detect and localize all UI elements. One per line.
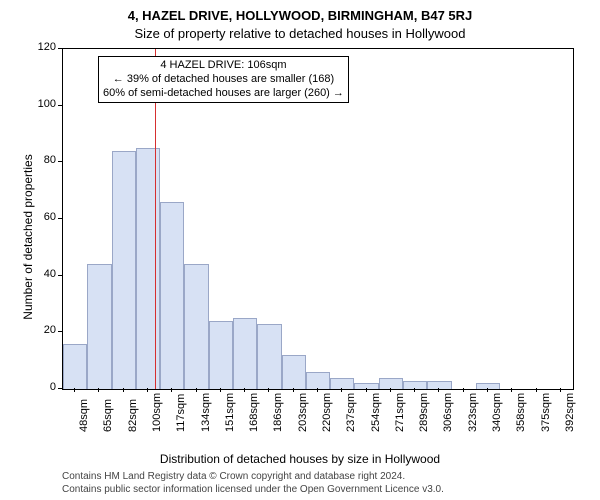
x-tick-label: 237sqm bbox=[345, 393, 357, 432]
histogram-bar bbox=[257, 324, 281, 389]
x-tick-mark bbox=[414, 388, 415, 392]
x-tick-mark bbox=[293, 388, 294, 392]
annotation-box: 4 HAZEL DRIVE: 106sqm ← 39% of detached … bbox=[98, 56, 349, 103]
y-tick-mark bbox=[58, 218, 62, 219]
x-tick-label: 358sqm bbox=[515, 393, 527, 432]
x-tick-label: 100sqm bbox=[151, 393, 163, 432]
annotation-line3: 60% of semi-detached houses are larger (… bbox=[103, 87, 344, 101]
x-tick-label: 375sqm bbox=[540, 393, 552, 432]
histogram-bar bbox=[112, 151, 136, 389]
footer-line2: Contains public sector information licen… bbox=[62, 484, 444, 497]
x-tick-label: 289sqm bbox=[418, 393, 430, 432]
x-tick-mark bbox=[536, 388, 537, 392]
y-tick-label: 120 bbox=[34, 41, 56, 53]
chart-title-line2: Size of property relative to detached ho… bbox=[0, 26, 600, 41]
x-tick-mark bbox=[268, 388, 269, 392]
histogram-bar bbox=[306, 372, 330, 389]
histogram-bar bbox=[63, 344, 87, 389]
x-tick-mark bbox=[438, 388, 439, 392]
annotation-line1: 4 HAZEL DRIVE: 106sqm bbox=[103, 59, 344, 73]
y-tick-label: 100 bbox=[34, 98, 56, 110]
x-tick-label: 48sqm bbox=[78, 399, 90, 432]
y-axis-label: Number of detached properties bbox=[21, 137, 35, 337]
x-tick-label: 392sqm bbox=[564, 393, 576, 432]
x-tick-mark bbox=[171, 388, 172, 392]
x-tick-mark bbox=[463, 388, 464, 392]
x-tick-label: 134sqm bbox=[200, 393, 212, 432]
x-tick-label: 340sqm bbox=[491, 393, 503, 432]
y-tick-mark bbox=[58, 275, 62, 276]
x-tick-mark bbox=[98, 388, 99, 392]
histogram-bar bbox=[354, 383, 378, 389]
x-axis-label: Distribution of detached houses by size … bbox=[0, 452, 600, 466]
x-tick-mark bbox=[196, 388, 197, 392]
x-tick-mark bbox=[366, 388, 367, 392]
x-tick-mark bbox=[220, 388, 221, 392]
y-tick-mark bbox=[58, 161, 62, 162]
x-tick-label: 254sqm bbox=[370, 393, 382, 432]
footer-attribution: Contains HM Land Registry data © Crown c… bbox=[62, 471, 444, 496]
x-tick-label: 186sqm bbox=[272, 393, 284, 432]
x-tick-mark bbox=[390, 388, 391, 392]
histogram-bar bbox=[184, 264, 208, 389]
x-tick-mark bbox=[244, 388, 245, 392]
y-tick-mark bbox=[58, 331, 62, 332]
histogram-bar bbox=[209, 321, 233, 389]
x-tick-label: 117sqm bbox=[175, 394, 187, 432]
x-tick-mark bbox=[123, 388, 124, 392]
y-tick-label: 0 bbox=[34, 381, 56, 393]
x-tick-label: 220sqm bbox=[321, 393, 333, 432]
histogram-bar bbox=[87, 264, 111, 389]
x-tick-mark bbox=[487, 388, 488, 392]
x-tick-mark bbox=[317, 388, 318, 392]
x-tick-label: 203sqm bbox=[297, 393, 309, 432]
x-tick-mark bbox=[341, 388, 342, 392]
x-tick-mark bbox=[74, 388, 75, 392]
histogram-bar bbox=[330, 378, 354, 389]
histogram-bar bbox=[427, 381, 451, 390]
histogram-bar bbox=[282, 355, 306, 389]
x-tick-label: 306sqm bbox=[442, 393, 454, 432]
annotation-line2: ← 39% of detached houses are smaller (16… bbox=[103, 73, 344, 87]
histogram-bar bbox=[160, 202, 184, 389]
x-tick-label: 168sqm bbox=[248, 393, 260, 432]
histogram-bar bbox=[379, 378, 403, 389]
x-tick-mark bbox=[560, 388, 561, 392]
y-tick-label: 80 bbox=[34, 154, 56, 166]
footer-line1: Contains HM Land Registry data © Crown c… bbox=[62, 471, 444, 484]
histogram-bar bbox=[403, 381, 427, 390]
y-tick-mark bbox=[58, 105, 62, 106]
histogram-bar bbox=[233, 318, 257, 389]
x-tick-mark bbox=[147, 388, 148, 392]
x-tick-label: 82sqm bbox=[127, 399, 139, 432]
y-tick-label: 20 bbox=[34, 324, 56, 336]
x-tick-label: 271sqm bbox=[394, 393, 406, 432]
histogram-bar bbox=[136, 148, 160, 389]
x-tick-mark bbox=[511, 388, 512, 392]
x-tick-label: 151sqm bbox=[224, 393, 236, 432]
y-tick-mark bbox=[58, 388, 62, 389]
y-tick-label: 40 bbox=[34, 268, 56, 280]
chart-title-line1: 4, HAZEL DRIVE, HOLLYWOOD, BIRMINGHAM, B… bbox=[0, 8, 600, 23]
y-tick-label: 60 bbox=[34, 211, 56, 223]
x-tick-label: 65sqm bbox=[102, 399, 114, 432]
x-tick-label: 323sqm bbox=[467, 393, 479, 432]
y-tick-mark bbox=[58, 48, 62, 49]
